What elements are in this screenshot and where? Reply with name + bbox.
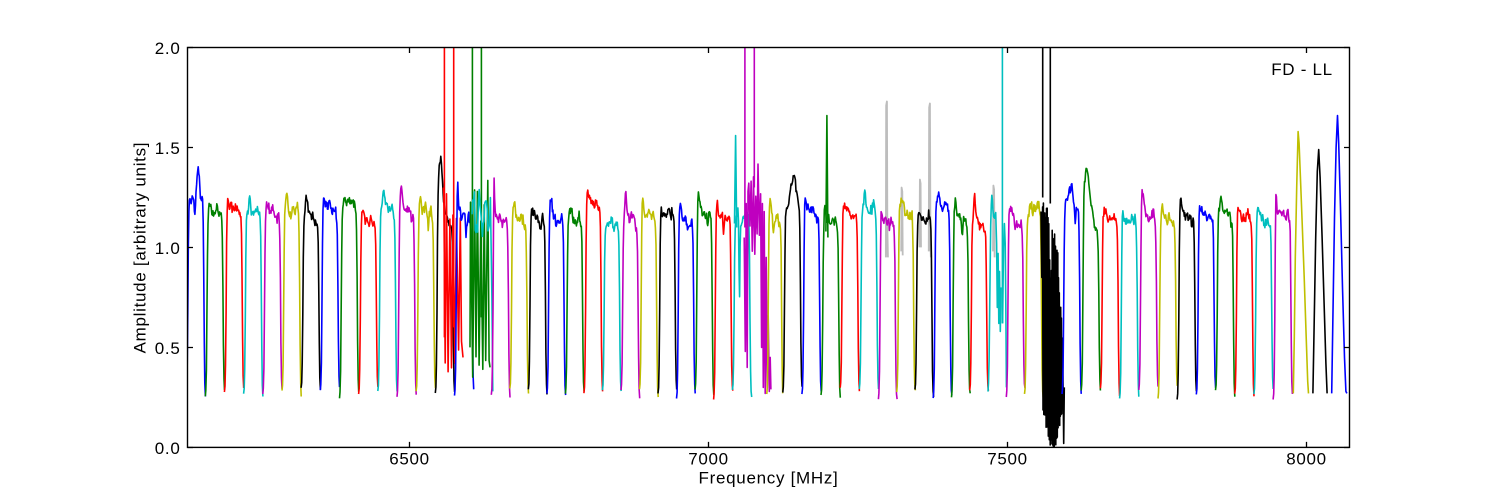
- svg-text:1.5: 1.5: [155, 139, 181, 158]
- svg-text:FD - LL: FD - LL: [1271, 60, 1333, 79]
- svg-text:0.0: 0.0: [155, 439, 181, 458]
- svg-text:8000: 8000: [1286, 450, 1327, 469]
- svg-text:Frequency [MHz]: Frequency [MHz]: [699, 469, 839, 488]
- svg-text:1.0: 1.0: [155, 239, 181, 258]
- svg-text:2.0: 2.0: [155, 39, 181, 58]
- svg-text:7000: 7000: [688, 450, 729, 469]
- svg-text:7500: 7500: [987, 450, 1028, 469]
- svg-text:6500: 6500: [389, 450, 430, 469]
- svg-text:Amplitude [arbitrary units]: Amplitude [arbitrary units]: [131, 142, 150, 354]
- svg-text:0.5: 0.5: [155, 339, 181, 358]
